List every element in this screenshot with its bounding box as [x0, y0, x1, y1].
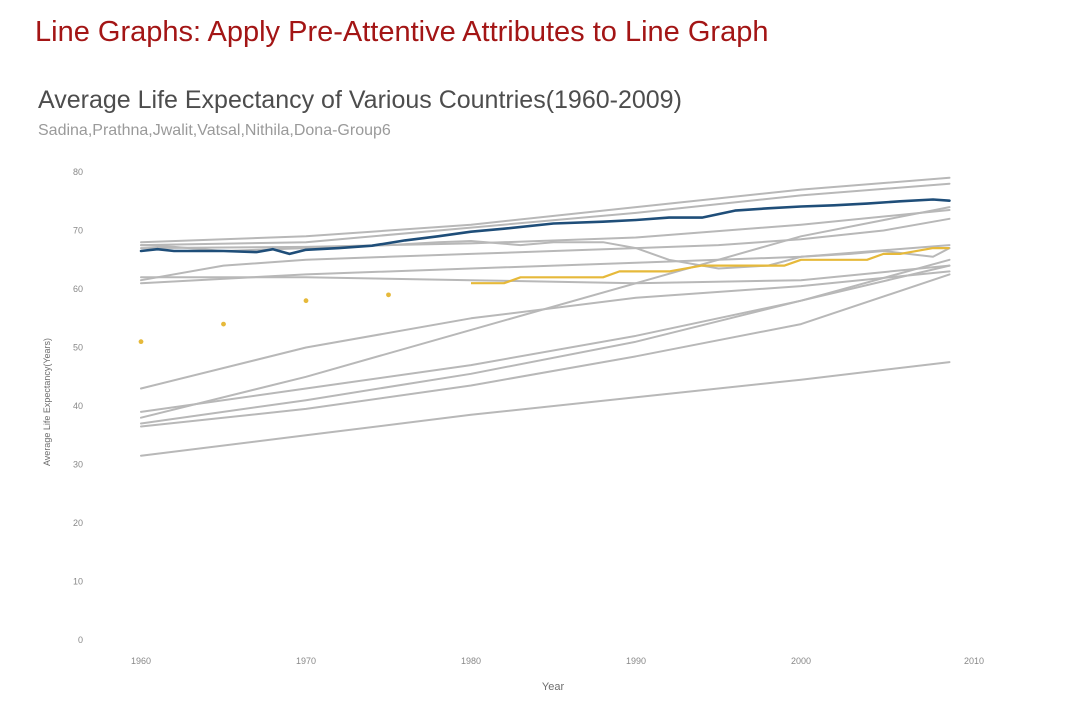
x-tick-label: 1980	[461, 656, 481, 666]
series-line-context-15	[140, 361, 951, 457]
x-tick-label: 1990	[626, 656, 646, 666]
series-point-gold	[386, 292, 391, 298]
series-line-context-13	[140, 258, 951, 425]
y-tick-label: 10	[73, 577, 83, 587]
x-tick-label: 2010	[964, 656, 984, 666]
chart-subtitle: Sadina,Prathna,Jwalit,Vatsal,Nithila,Don…	[38, 122, 391, 139]
y-axis-label: Average Life Expectancy(Years)	[42, 338, 52, 466]
series-point-gold	[221, 321, 226, 327]
series-line-context-10	[140, 270, 951, 390]
series-line-context-3	[140, 176, 951, 244]
series-point-gold	[138, 339, 144, 345]
line-chart: 0 10 20 30 40 50 60 70 80 1960 1970 1980 1990 2000 20…	[42, 167, 984, 693]
y-tick-label: 0	[78, 635, 83, 645]
y-axis-ticks: 0 10 20 30 40 50 60 70 80	[73, 167, 83, 645]
context-series-group	[140, 176, 951, 457]
series-line-context-4	[140, 182, 951, 247]
series-line-context-12	[140, 206, 951, 419]
series-line-context-9	[140, 264, 951, 285]
x-tick-label: 1960	[131, 656, 151, 666]
x-tick-label: 1970	[296, 656, 316, 666]
series-point-gold	[303, 298, 309, 304]
y-tick-label: 40	[73, 401, 83, 411]
series-line-context-14	[140, 273, 951, 428]
x-tick-label: 2000	[791, 656, 811, 666]
series-line-context-5	[140, 209, 951, 250]
chart-title: Average Life Expectancy of Various Count…	[38, 86, 682, 114]
series-line-context-11	[140, 264, 951, 413]
x-axis-ticks: 1960 1970 1980 1990 2000 2010	[131, 656, 984, 666]
series-line-context-8	[140, 244, 951, 285]
y-tick-label: 20	[73, 518, 83, 528]
x-axis-label: Year	[542, 681, 565, 693]
y-tick-label: 70	[73, 226, 83, 236]
series-line-dark-blue	[139, 198, 951, 256]
y-tick-label: 60	[73, 284, 83, 294]
slide-title: Line Graphs: Apply Pre-Attentive Attribu…	[35, 16, 769, 48]
y-tick-label: 30	[73, 460, 83, 470]
series-line-gold	[471, 246, 950, 285]
highlight-series-group	[138, 198, 951, 345]
y-tick-label: 80	[73, 167, 83, 177]
y-tick-label: 50	[73, 343, 83, 353]
series-line-context-7	[140, 217, 951, 282]
